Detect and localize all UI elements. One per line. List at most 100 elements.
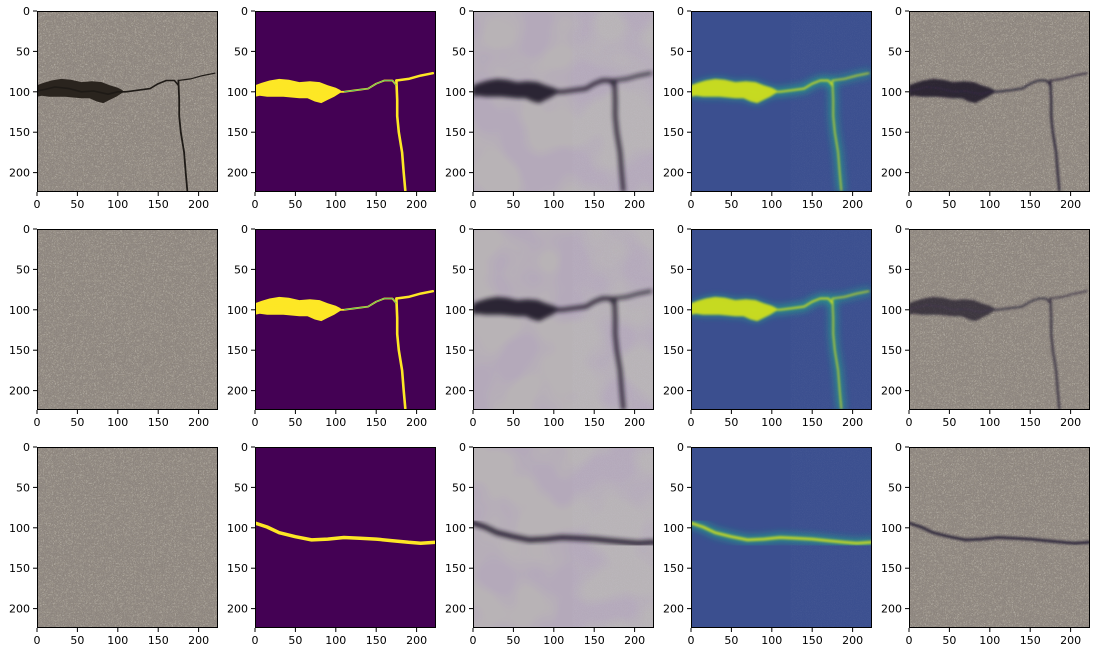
y-tick-label: 150 — [227, 344, 248, 357]
y-tick-label: 0 — [895, 223, 902, 236]
x-tick-label: 200 — [842, 198, 863, 211]
x-tick-label: 200 — [406, 634, 427, 647]
x-tick-label: 0 — [470, 198, 477, 211]
y-tick-label: 0 — [241, 441, 248, 454]
x-tick-label: 50 — [942, 416, 956, 429]
y-tick-label: 200 — [663, 167, 684, 180]
y-tick-label: 200 — [9, 385, 30, 398]
y-tick-label: 0 — [895, 441, 902, 454]
y-tick-label: 200 — [227, 385, 248, 398]
crack-main — [909, 521, 1090, 545]
x-tick-label: 100 — [761, 416, 782, 429]
crack-main — [255, 521, 436, 545]
x-tick-label: 150 — [584, 416, 605, 429]
crack-branch — [831, 72, 870, 82]
x-tick-label: 50 — [70, 416, 84, 429]
y-tick-label: 50 — [16, 45, 30, 58]
y-tick-label: 50 — [888, 45, 902, 58]
crack-branch — [177, 72, 216, 82]
y-tick-label: 0 — [895, 5, 902, 18]
crack-main — [909, 297, 1052, 314]
x-tick-label: 200 — [624, 198, 645, 211]
x-tick-label: 200 — [624, 416, 645, 429]
y-tick-label: 100 — [445, 522, 466, 535]
y-tick-label: 200 — [227, 603, 248, 616]
y-tick-label: 50 — [670, 263, 684, 276]
y-tick-label: 100 — [9, 304, 30, 317]
y-tick-label: 0 — [23, 441, 30, 454]
y-tick-label: 150 — [663, 344, 684, 357]
y-tick-label: 0 — [677, 5, 684, 18]
x-tick-label: 0 — [688, 634, 695, 647]
x-tick-label: 100 — [107, 416, 128, 429]
y-tick-label: 50 — [670, 45, 684, 58]
panel-r2-c2-reconstruction: 0 50 100 150 200 0 50 100 150 200 — [445, 441, 654, 647]
y-tick-label: 50 — [234, 263, 248, 276]
panel-frame — [255, 229, 436, 410]
y-tick-label: 0 — [459, 441, 466, 454]
y-tick-label: 200 — [445, 167, 466, 180]
x-tick-label: 150 — [366, 198, 387, 211]
x-tick-label: 50 — [288, 198, 302, 211]
x-tick-label: 50 — [942, 634, 956, 647]
x-tick-label: 200 — [406, 416, 427, 429]
x-tick-label: 200 — [1060, 634, 1081, 647]
crack-main — [691, 521, 872, 545]
y-tick-label: 150 — [227, 562, 248, 575]
y-tick-label: 0 — [677, 223, 684, 236]
x-tick-label: 100 — [543, 416, 564, 429]
y-tick-label: 100 — [9, 522, 30, 535]
panel-frame — [473, 11, 654, 192]
x-tick-label: 50 — [288, 634, 302, 647]
y-tick-label: 150 — [881, 562, 902, 575]
crack-main — [37, 79, 180, 95]
panel-frame — [37, 11, 218, 192]
panel-r0-c1-ground-truth-mask: 0 50 100 150 200 0 50 100 150 200 — [227, 5, 436, 211]
y-tick-label: 200 — [9, 167, 30, 180]
y-tick-label: 150 — [9, 562, 30, 575]
x-tick-label: 200 — [1060, 416, 1081, 429]
crack-main — [691, 297, 834, 314]
y-tick-label: 0 — [677, 441, 684, 454]
crack-branch — [612, 289, 653, 300]
x-tick-label: 100 — [107, 634, 128, 647]
crack-main — [473, 520, 654, 546]
x-tick-label: 200 — [842, 416, 863, 429]
x-tick-label: 100 — [325, 416, 346, 429]
x-tick-label: 200 — [188, 634, 209, 647]
crack-vertical — [831, 297, 843, 410]
crack-branch — [831, 290, 870, 300]
panel-r1-c0-input-photo: 0 50 100 150 200 0 50 100 150 200 — [9, 223, 218, 429]
crack-vertical — [831, 79, 843, 192]
x-tick-label: 50 — [70, 634, 84, 647]
x-tick-label: 0 — [252, 416, 259, 429]
x-tick-label: 0 — [34, 198, 41, 211]
y-tick-label: 200 — [445, 385, 466, 398]
panel-r1-c4-overlay-photo: 0 50 100 150 200 0 50 100 150 200 — [881, 223, 1090, 429]
y-tick-label: 150 — [663, 562, 684, 575]
y-tick-label: 150 — [9, 126, 30, 139]
panel-r2-c0-input-photo: 0 50 100 150 200 0 50 100 150 200 — [9, 441, 218, 647]
y-tick-label: 200 — [445, 603, 466, 616]
y-tick-label: 100 — [881, 86, 902, 99]
y-tick-label: 0 — [459, 223, 466, 236]
x-tick-label: 200 — [1060, 198, 1081, 211]
x-tick-label: 150 — [802, 198, 823, 211]
x-tick-label: 200 — [842, 634, 863, 647]
panel-r0-c3-heatmap: 0 50 100 150 200 0 50 100 150 200 — [663, 5, 872, 211]
x-tick-label: 150 — [1020, 416, 1041, 429]
x-tick-label: 50 — [724, 416, 738, 429]
x-tick-label: 150 — [148, 198, 169, 211]
panel-r1-c1-ground-truth-mask: 0 50 100 150 200 0 50 100 150 200 — [227, 223, 436, 429]
x-tick-label: 0 — [688, 416, 695, 429]
x-tick-label: 100 — [543, 634, 564, 647]
y-tick-label: 100 — [881, 522, 902, 535]
crack-branch — [395, 71, 435, 82]
y-tick-label: 200 — [881, 385, 902, 398]
y-tick-label: 150 — [445, 562, 466, 575]
x-tick-label: 50 — [288, 416, 302, 429]
y-tick-label: 0 — [459, 5, 466, 18]
crack-vertical — [1049, 297, 1061, 410]
x-tick-label: 0 — [906, 416, 913, 429]
